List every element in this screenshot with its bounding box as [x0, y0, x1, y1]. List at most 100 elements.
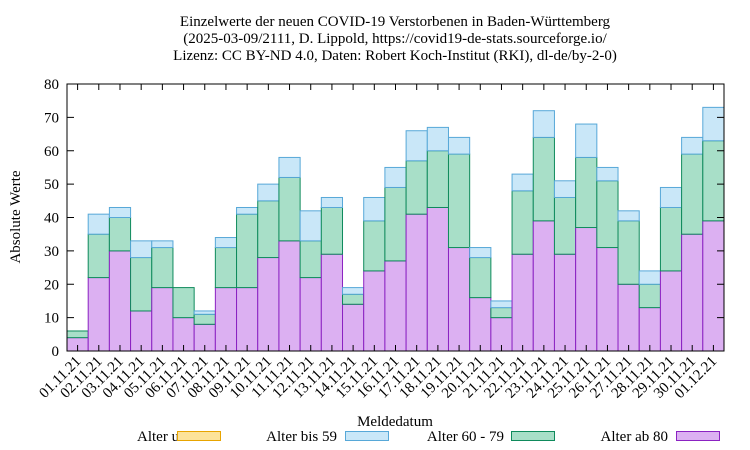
bar-segment-29.11.21-alter-ab-80 — [659, 270, 683, 352]
bar-segment-24.11.21-alter-ab-80 — [553, 253, 577, 352]
bar-segment-24.11.21-alter-bis-59 — [553, 180, 577, 198]
bar-segment-16.11.21-alter-ab-80 — [384, 260, 407, 352]
bar-segment-20.11.21-alter-60-79 — [469, 257, 492, 299]
bar-segment-27.11.21-alter-ab-80 — [617, 283, 640, 352]
legend-swatch-alter-bis-59 — [345, 431, 389, 441]
y-tick-label: 80 — [44, 77, 59, 93]
bar-segment-29.11.21-alter-60-79 — [659, 206, 683, 272]
bar-segment-23.11.21-alter-ab-80 — [532, 220, 555, 352]
bar-segment-14.11.21-alter-bis-59 — [342, 287, 365, 295]
bar-segment-08.11.21-alter-ab-80 — [214, 287, 238, 352]
bar-segment-11.11.21-alter-ab-80 — [278, 240, 301, 352]
bar-segment-02.11.21-alter-ab-80 — [87, 277, 110, 352]
bar-segment-18.11.21-alter-bis-59 — [426, 126, 449, 152]
legend-label-alter-ab-80: Alter ab 80 — [600, 429, 668, 445]
bar-segment-07.11.21-alter-60-79 — [193, 313, 216, 325]
y-tick-label: 20 — [44, 277, 59, 293]
bar-segment-02.11.21-alter-60-79 — [87, 233, 110, 279]
bar-segment-13.11.21-alter-bis-59 — [320, 196, 344, 208]
bar-segment-17.11.21-alter-60-79 — [405, 160, 428, 215]
bar-segment-18.11.21-alter-ab-80 — [426, 206, 449, 352]
legend-label-alter-bis-59: Alter bis 59 — [266, 429, 337, 445]
bar-segment-09.11.21-alter-bis-59 — [236, 206, 259, 215]
y-tick-label: 10 — [44, 311, 59, 327]
bar-segment-25.11.21-alter-60-79 — [575, 156, 598, 229]
y-tick-label: 40 — [44, 211, 59, 227]
bar-segment-11.11.21-alter-bis-59 — [278, 156, 301, 178]
bar-segment-20.11.21-alter-bis-59 — [469, 247, 492, 259]
y-tick-label: 70 — [44, 110, 59, 126]
bar-segment-10.11.21-alter-bis-59 — [257, 183, 280, 202]
bar-segment-05.11.21-alter-60-79 — [151, 247, 174, 289]
chart-title-line-1: Einzelwerte der neuen COVID-19 Verstorbe… — [179, 14, 611, 30]
y-tick-label: 30 — [44, 244, 59, 260]
y-tick-label: 0 — [52, 344, 60, 360]
bar-segment-17.11.21-alter-ab-80 — [405, 213, 428, 352]
chart-title: Einzelwerte der neuen COVID-19 Verstorbe… — [0, 14, 750, 65]
bar-segment-24.11.21-alter-60-79 — [553, 196, 577, 255]
bar-segment-26.11.21-alter-bis-59 — [596, 166, 619, 182]
bar-segment-20.11.21-alter-ab-80 — [469, 297, 492, 352]
legend-label-alter-60-79: Alter 60 - 79 — [426, 429, 504, 445]
bar-segment-01.12.21-alter-bis-59 — [702, 106, 725, 142]
bar-segment-28.11.21-alter-bis-59 — [638, 270, 661, 285]
bar-segment-10.11.21-alter-ab-80 — [257, 257, 280, 352]
y-axis: 0 10 20 30 40 50 60 70 80 — [44, 77, 724, 360]
bar-segment-04.11.21-alter-ab-80 — [130, 310, 153, 352]
bar-segment-30.11.21-alter-ab-80 — [681, 233, 704, 352]
legend-swatch-alter-unbek- — [177, 431, 221, 441]
bar-segment-23.11.21-alter-bis-59 — [532, 110, 555, 138]
bar-segment-22.11.21-alter-bis-59 — [511, 173, 534, 192]
bar-segment-26.11.21-alter-60-79 — [596, 180, 619, 249]
bar-segment-03.11.21-alter-bis-59 — [108, 206, 132, 219]
legend-swatch-alter-ab-80 — [676, 431, 720, 441]
legend-swatch-alter-60-79 — [511, 431, 555, 441]
bar-segment-01.12.21-alter-60-79 — [702, 140, 725, 222]
bar-segment-14.11.21-alter-60-79 — [342, 293, 365, 305]
chart-title-line-3: Lizenz: CC BY-ND 4.0, Daten: Robert Koch… — [173, 48, 617, 64]
bar-segment-30.11.21-alter-60-79 — [681, 153, 704, 235]
bar-segment-10.11.21-alter-60-79 — [257, 200, 280, 259]
bar-segment-25.11.21-alter-ab-80 — [575, 227, 598, 352]
bar-segment-26.11.21-alter-ab-80 — [596, 247, 619, 352]
bar-segment-08.11.21-alter-bis-59 — [214, 237, 238, 249]
bar-segment-27.11.21-alter-bis-59 — [617, 210, 640, 222]
bar-segment-02.11.21-alter-bis-59 — [87, 213, 110, 235]
bar-segment-03.11.21-alter-60-79 — [108, 217, 132, 252]
bar-segment-01.11.21-alter-60-79 — [66, 330, 89, 339]
bar-segment-07.11.21-alter-bis-59 — [193, 310, 216, 315]
bar-segment-19.11.21-alter-bis-59 — [447, 136, 471, 155]
bar-segment-16.11.21-alter-bis-59 — [384, 166, 407, 188]
bar-segment-08.11.21-alter-60-79 — [214, 247, 238, 289]
bar-segment-04.11.21-alter-60-79 — [130, 257, 153, 312]
bar-segment-19.11.21-alter-60-79 — [447, 153, 471, 249]
bar-segment-15.11.21-alter-ab-80 — [363, 270, 386, 352]
bar-segment-05.11.21-alter-bis-59 — [151, 240, 174, 249]
bar-segment-30.11.21-alter-bis-59 — [681, 136, 704, 155]
bar-segment-12.11.21-alter-ab-80 — [299, 277, 322, 352]
y-axis-label: Absolute Werte — [8, 170, 24, 263]
bar-segment-01.12.21-alter-ab-80 — [702, 220, 725, 352]
bar-segment-14.11.21-alter-ab-80 — [342, 303, 365, 352]
bar-segment-18.11.21-alter-60-79 — [426, 150, 449, 208]
bar-segment-11.11.21-alter-60-79 — [278, 176, 301, 242]
bar-segment-28.11.21-alter-ab-80 — [638, 307, 661, 352]
bars-layer — [66, 106, 725, 352]
x-axis-label: Meldedatum — [357, 414, 433, 430]
bar-segment-15.11.21-alter-60-79 — [363, 220, 386, 272]
y-tick-label: 50 — [44, 177, 59, 193]
bar-segment-25.11.21-alter-bis-59 — [575, 123, 598, 158]
bar-segment-29.11.21-alter-bis-59 — [659, 186, 683, 208]
bar-segment-12.11.21-alter-bis-59 — [299, 210, 322, 242]
bar-segment-06.11.21-alter-60-79 — [172, 287, 195, 319]
bar-segment-09.11.21-alter-ab-80 — [236, 287, 259, 352]
bar-segment-23.11.21-alter-60-79 — [532, 136, 555, 222]
bar-segment-15.11.21-alter-bis-59 — [363, 196, 386, 222]
bar-segment-05.11.21-alter-ab-80 — [151, 287, 174, 352]
bar-segment-21.11.21-alter-60-79 — [490, 307, 513, 319]
bar-segment-12.11.21-alter-60-79 — [299, 240, 322, 279]
bar-segment-17.11.21-alter-bis-59 — [405, 130, 428, 162]
bar-segment-13.11.21-alter-60-79 — [320, 206, 344, 255]
y-tick-label: 60 — [44, 144, 59, 160]
